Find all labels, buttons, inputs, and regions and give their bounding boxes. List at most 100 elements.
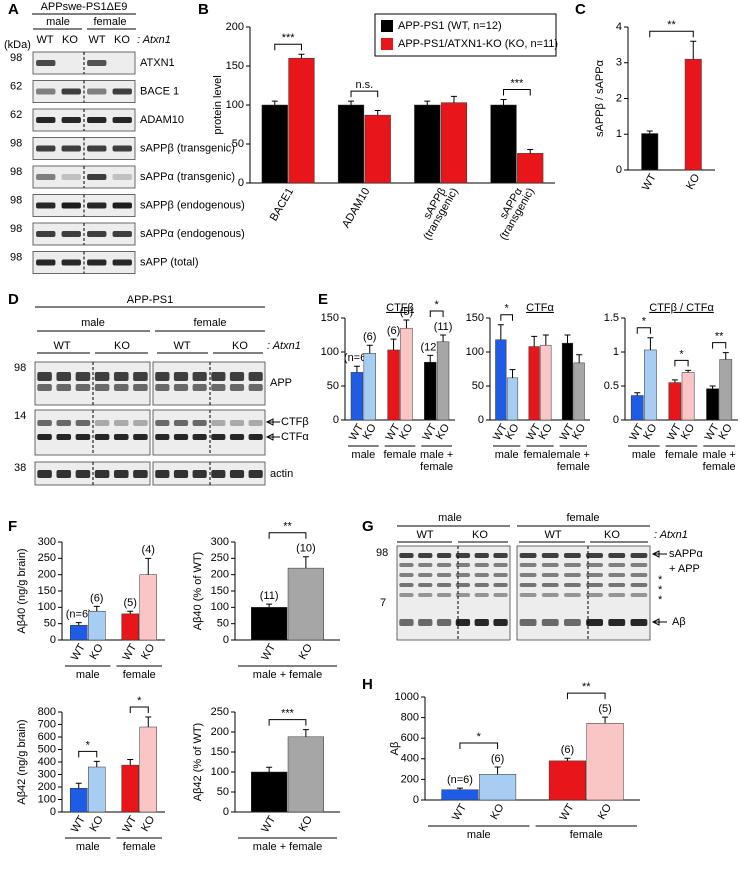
x-tick-label: KO [570, 422, 589, 442]
group-label-box: male + female [253, 669, 322, 681]
band [87, 60, 107, 66]
error-bar [374, 109, 381, 116]
blot [152, 461, 266, 486]
y-tick-label: 0 [616, 164, 622, 176]
x-tick-label: KO [503, 422, 522, 442]
mw-marker: 62 [10, 109, 22, 121]
band [248, 420, 263, 426]
bar [251, 771, 288, 813]
band [113, 470, 129, 478]
significance-label: ** [283, 521, 292, 533]
error-bar [564, 757, 571, 761]
genotype-label: WT [36, 34, 53, 46]
n-label: (5) [598, 703, 611, 715]
y-tick-label: 100 [211, 766, 229, 778]
band [436, 593, 452, 597]
band [61, 145, 81, 152]
mw-marker: 98 [10, 52, 22, 64]
y-tick-label: 0 [413, 794, 419, 806]
error-bar [646, 130, 653, 134]
group-label: male [351, 449, 376, 461]
y-tick-label: 200 [38, 569, 56, 581]
error-bar [494, 766, 501, 775]
band [87, 174, 107, 180]
y-tick-label: 250 [211, 552, 229, 564]
band [493, 553, 508, 558]
y-tick-label: 150 [321, 312, 339, 324]
bar [440, 102, 468, 184]
band [61, 259, 81, 266]
n-label: (12) [420, 341, 440, 353]
y-tick-label: 0 [238, 177, 244, 189]
band [541, 573, 559, 577]
band [155, 470, 170, 478]
bar [121, 764, 139, 813]
error-bar [527, 148, 534, 154]
bar [287, 736, 324, 813]
band [399, 593, 414, 597]
band [436, 563, 452, 567]
band [87, 145, 107, 152]
y-tick-label: 100 [321, 346, 339, 358]
n-label: (10) [296, 543, 316, 555]
band [563, 619, 581, 626]
band [192, 470, 207, 478]
n-label: (6) [363, 331, 376, 343]
band [630, 583, 648, 587]
significance-bracket [459, 742, 499, 750]
sex-label: male [46, 16, 70, 28]
band [112, 231, 132, 237]
band [455, 583, 471, 587]
bar [261, 104, 288, 184]
mw-marker: 38 [14, 462, 26, 474]
bar [121, 613, 139, 641]
group-label: female [523, 449, 557, 461]
mw-marker: 98 [10, 251, 22, 263]
band [211, 372, 226, 381]
band [436, 619, 452, 626]
significance-bracket [500, 314, 513, 321]
band [173, 434, 189, 440]
group-label-box: female [523, 449, 557, 461]
group-label-box: male [76, 669, 100, 681]
group-label-box: female [123, 841, 156, 853]
group-label-box: male [76, 841, 100, 853]
band [399, 573, 414, 577]
group-label: male + female [419, 449, 454, 473]
y-tick-label: 100 [466, 346, 484, 358]
band [87, 88, 107, 95]
y-axis-label: Aβ40 (% of WT) [192, 552, 204, 630]
band [75, 470, 91, 478]
band [36, 88, 56, 95]
band [133, 420, 148, 426]
band [94, 434, 110, 440]
bar [139, 574, 158, 641]
band [36, 174, 56, 180]
band [173, 420, 189, 426]
bar [561, 342, 574, 421]
group-label-box: male + female [252, 841, 323, 853]
band [87, 202, 107, 209]
x-tick-label: KO [641, 422, 660, 442]
band [541, 563, 559, 567]
arrow-head [651, 550, 660, 558]
group-label: male + female [252, 841, 323, 853]
y-tick-label: 0 [223, 806, 229, 818]
band-label: actin [270, 468, 293, 480]
y-tick-label: 400 [401, 753, 419, 765]
group-label-box: female [665, 449, 698, 461]
y-tick-label: 50 [232, 138, 244, 150]
y-tick-label: 300 [38, 536, 56, 548]
blot [516, 545, 651, 641]
x-tick-label: KO [88, 642, 107, 662]
band [112, 88, 132, 95]
y-axis-label: Aβ40 (ng/g brain) [16, 548, 28, 633]
band [192, 420, 207, 426]
band [75, 434, 91, 440]
significance-bracket [429, 310, 444, 317]
band [455, 593, 471, 597]
band [75, 420, 91, 426]
significance-bracket [268, 719, 307, 726]
group-label-box: female [570, 829, 603, 841]
